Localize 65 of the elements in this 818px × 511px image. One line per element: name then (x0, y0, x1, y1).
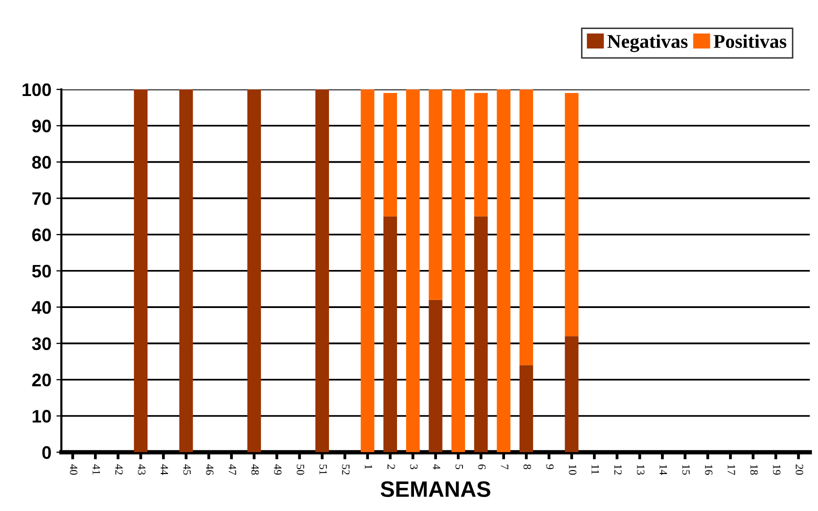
bar (520, 89, 534, 366)
x-axis-title: SEMANAS (380, 481, 490, 498)
x-tick-label: 44 (160, 464, 168, 475)
y-tick-label: 50 (32, 264, 51, 278)
bar (474, 93, 488, 216)
x-tick-label: 1 (364, 465, 372, 469)
bar (383, 93, 398, 216)
bar (406, 89, 420, 452)
x-tick-label: 7 (500, 464, 508, 470)
y-tick-label: 10 (32, 410, 51, 423)
y-tick-label: 100 (22, 83, 51, 96)
x-tick-label: 20 (796, 464, 804, 475)
legend-label: Negativas (607, 34, 688, 52)
bar (520, 365, 534, 452)
bar (179, 89, 193, 452)
x-tick-label: 43 (138, 464, 146, 475)
bar (134, 89, 148, 452)
x-tick-label: 50 (296, 464, 304, 475)
y-tick-label: 30 (32, 337, 51, 350)
x-tick-label: 3 (410, 464, 418, 470)
x-tick-label: 49 (274, 464, 282, 475)
x-tick-label: 17 (728, 465, 736, 475)
y-tick-label: 60 (32, 228, 51, 242)
x-tick-label: 46 (206, 464, 214, 475)
y-tick-label: 90 (32, 120, 51, 132)
bar (360, 89, 374, 452)
y-tick-label: 80 (32, 156, 51, 169)
x-tick-label: 15 (682, 465, 690, 475)
x-tick-label: 42 (115, 464, 123, 475)
x-tick-label: 41 (92, 464, 100, 474)
y-tick-label: 20 (32, 374, 51, 386)
x-tick-label: 14 (660, 465, 668, 475)
bar (496, 89, 510, 452)
x-tick-label: 40 (70, 464, 78, 475)
x-tick-label: 19 (773, 465, 780, 475)
bar (315, 89, 329, 452)
x-tick-label: 8 (524, 464, 532, 470)
x-tick-label: 5 (455, 464, 463, 470)
x-tick-label: 16 (704, 465, 712, 475)
x-tick-label: 48 (251, 464, 259, 475)
bar (247, 89, 261, 452)
legend-label: Positivas (714, 34, 786, 48)
bar (564, 93, 578, 336)
bar (428, 300, 442, 452)
y-tick-label: 40 (32, 301, 51, 314)
x-tick-label: 6 (478, 464, 486, 470)
x-tick-label: 2 (388, 464, 395, 469)
x-tick-label: 11 (592, 465, 600, 474)
x-tick-label: 10 (568, 465, 576, 475)
bar (383, 216, 398, 452)
x-tick-label: 52 (342, 464, 350, 475)
x-tick-label: 45 (183, 464, 191, 475)
bar (428, 89, 442, 300)
x-tick-label: 13 (636, 465, 644, 475)
y-tick-label: 0 (42, 446, 51, 459)
y-tick-label: 70 (32, 192, 51, 205)
x-tick-label: 9 (546, 464, 554, 470)
x-tick-label: 51 (319, 464, 327, 474)
bar (474, 216, 488, 452)
x-tick-label: 47 (228, 464, 236, 475)
x-tick-label: 18 (750, 465, 758, 475)
bar (564, 336, 578, 452)
x-tick-label: 4 (432, 464, 440, 470)
bar (451, 89, 466, 452)
x-tick-label: 12 (614, 465, 622, 475)
